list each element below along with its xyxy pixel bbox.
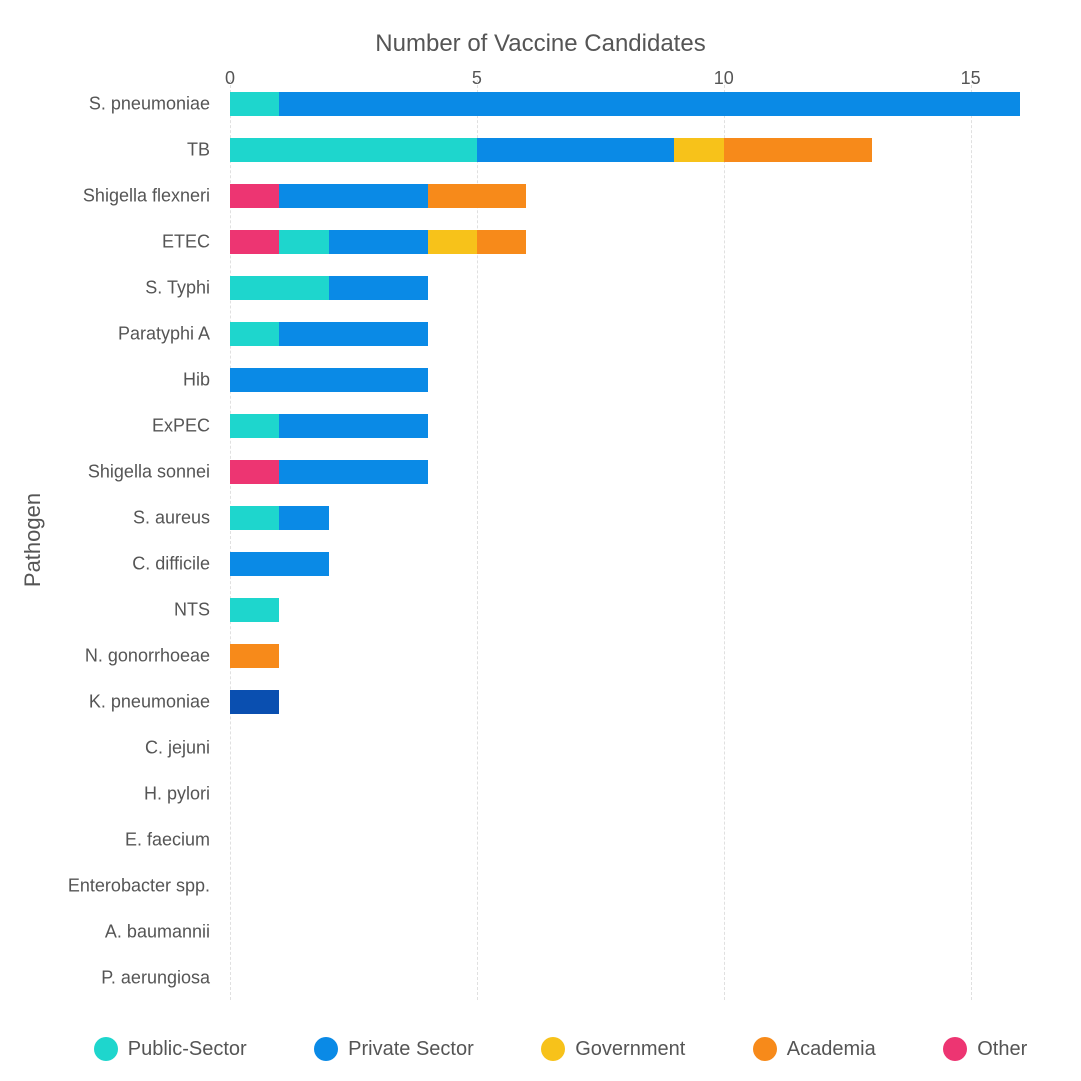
bar-segment [279,506,328,530]
bar-row [230,644,279,668]
bar-segment [230,690,279,714]
bar-row [230,368,428,392]
bar-segment [230,230,279,254]
bar-segment [674,138,723,162]
bar-row [230,322,428,346]
legend-swatch [541,1037,565,1061]
y-tick-label: C. difficile [132,554,210,575]
bar-segment [329,230,428,254]
legend-label: Other [977,1038,1027,1061]
bar-segment [230,92,279,116]
y-tick-label: K. pneumoniae [89,692,210,713]
y-tick-label: S. aureus [133,508,210,529]
bar-segment [477,138,675,162]
y-tick-label: N. gonorrhoeae [85,646,210,667]
legend-label: Public-Sector [128,1038,247,1061]
legend: Public-Sector Private Sector Government Aca… [60,1037,1061,1061]
bar-segment [230,644,279,668]
bar-row [230,92,1020,116]
gridline [230,80,231,1000]
legend-item: Government [541,1037,685,1061]
bar-row [230,598,279,622]
legend-item: Private Sector [314,1037,474,1061]
legend-swatch [314,1037,338,1061]
bar-segment [230,138,477,162]
chart-container: Number of Vaccine Candidates Pathogen 05… [0,0,1081,1081]
legend-label: Private Sector [348,1038,474,1061]
chart-title: Number of Vaccine Candidates [0,30,1081,58]
bar-row [230,552,329,576]
bar-segment [230,598,279,622]
bar-segment [230,552,329,576]
bar-row [230,690,279,714]
y-tick-label: Hib [183,370,210,391]
legend-label: Academia [787,1038,876,1061]
y-tick-label: ETEC [162,232,210,253]
legend-swatch [943,1037,967,1061]
bar-segment [279,322,427,346]
y-tick-label: TB [187,140,210,161]
y-tick-label: Shigella sonnei [88,462,210,483]
y-tick-label: Paratyphi A [118,324,210,345]
y-tick-label: NTS [174,600,210,621]
bar-row [230,460,428,484]
gridline [971,80,972,1000]
y-axis-labels: S. pneumoniae TB Shigella flexneri ETEC S. T… [0,80,220,1000]
bar-row [230,138,872,162]
legend-item: Other [943,1037,1027,1061]
bar-segment [230,368,428,392]
bar-segment [230,414,279,438]
bar-row [230,230,526,254]
y-tick-label: S. Typhi [145,278,210,299]
bar-segment [279,184,427,208]
bar-segment [230,460,279,484]
legend-item: Academia [753,1037,876,1061]
bar-segment [230,506,279,530]
y-tick-label: Enterobacter spp. [68,876,210,897]
y-tick-label: Shigella flexneri [83,186,210,207]
bar-segment [279,92,1020,116]
bar-segment [428,184,527,208]
bar-segment [230,322,279,346]
y-tick-label: P. aerungiosa [101,968,210,989]
bar-segment [279,414,427,438]
bar-row [230,184,526,208]
gridline [477,80,478,1000]
bar-row [230,414,428,438]
legend-label: Government [575,1038,685,1061]
bar-segment [279,230,328,254]
gridline [724,80,725,1000]
legend-item: Public-Sector [94,1037,247,1061]
bar-row [230,506,329,530]
plot-area [230,80,1020,1000]
y-tick-label: ExPEC [152,416,210,437]
y-tick-label: A. baumannii [105,922,210,943]
legend-swatch [94,1037,118,1061]
legend-swatch [753,1037,777,1061]
bar-segment [230,184,279,208]
y-tick-label: S. pneumoniae [89,94,210,115]
y-tick-label: C. jejuni [145,738,210,759]
y-tick-label: H. pylori [144,784,210,805]
y-tick-label: E. faecium [125,830,210,851]
bar-segment [428,230,477,254]
bar-segment [279,460,427,484]
bar-segment [329,276,428,300]
bar-segment [477,230,526,254]
bar-segment [724,138,872,162]
bar-row [230,276,428,300]
bar-segment [230,276,329,300]
